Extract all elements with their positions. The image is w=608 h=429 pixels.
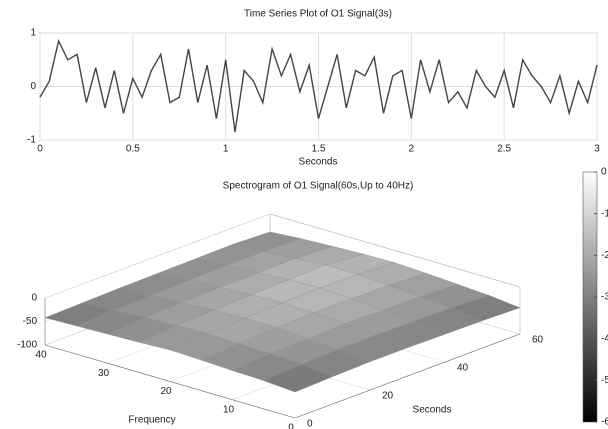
z-tick-label: -100 <box>17 340 37 351</box>
z-tick-label: 0 <box>31 293 37 304</box>
x-tick-label: 0.5 <box>126 144 140 155</box>
x-axis-label: Seconds <box>299 157 338 168</box>
chart-title: Spectrogram of O1 Signal(60s,Up to 40Hz) <box>223 181 414 192</box>
surface-cell <box>263 364 333 393</box>
axis-edge <box>294 333 521 419</box>
x-tick-label: 30 <box>98 368 110 379</box>
x-tick-label: 3 <box>594 144 600 155</box>
y-axis-label: Seconds <box>413 405 452 416</box>
colorbar-tick-label: -60 <box>601 417 608 428</box>
chart-title: Time Series Plot of O1 Signal(3s) <box>244 9 392 20</box>
colorbar-tick-label: -30 <box>601 292 608 303</box>
y-tick-label: 0 <box>30 81 36 92</box>
x-tick-label: 1.5 <box>312 144 326 155</box>
y-tick-label: 1 <box>30 28 36 39</box>
grid-line <box>44 213 271 299</box>
x-tick-label: 2.5 <box>497 144 511 155</box>
axis-edge <box>44 344 296 419</box>
colorbar-tick-label: -20 <box>601 250 608 261</box>
y-tick-label: 40 <box>457 363 469 374</box>
y-tick-label: 20 <box>382 391 394 402</box>
y-tick-label: 0 <box>307 419 313 429</box>
x-tick-label: 10 <box>223 404 235 415</box>
colorbar-tick-label: -10 <box>601 208 608 219</box>
colorbar-tick-label: 0 <box>601 167 607 178</box>
y-tick-label: 60 <box>532 335 544 346</box>
x-tick-label: 2 <box>409 144 415 155</box>
x-tick-label: 0 <box>37 144 43 155</box>
z-tick-label: -50 <box>23 316 38 327</box>
x-axis-label: Frequency <box>128 415 175 426</box>
colorbar-tick-label: -40 <box>601 333 608 344</box>
x-tick-label: 0 <box>288 423 294 429</box>
signal-line <box>39 38 598 133</box>
x-tick-label: 20 <box>160 386 172 397</box>
y-tick-label: -1 <box>27 135 36 146</box>
x-tick-label: 1 <box>223 144 229 155</box>
axis-edge <box>269 213 521 288</box>
colorbar-tick-label: -50 <box>601 375 608 386</box>
x-tick-label: 40 <box>35 350 47 361</box>
